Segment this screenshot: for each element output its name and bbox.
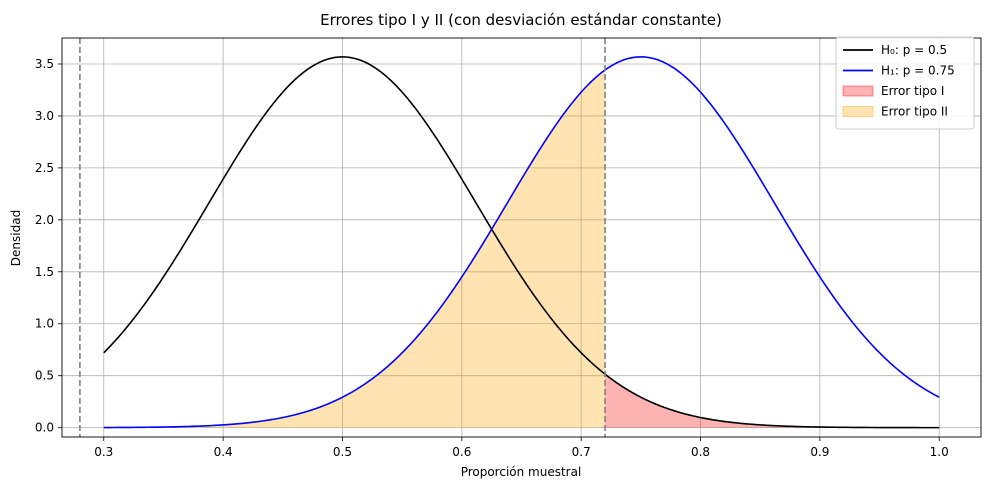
y-tick-label: 0.5 [35, 369, 54, 383]
series-line-h0 [103, 56, 940, 429]
x-tick-label: 0.6 [452, 445, 471, 459]
x-axis-label: Proporción muestral [461, 465, 582, 479]
x-tick-label: 1.0 [930, 445, 949, 459]
legend-entry-h1-label: H₁: p = 0.75 [881, 64, 955, 78]
y-tick-label: 2.0 [35, 213, 54, 227]
legend-entry-error-type-2-label: Error tipo II [881, 105, 948, 119]
x-tick-label: 0.9 [810, 445, 829, 459]
x-tick-label: 0.4 [214, 445, 233, 459]
y-tick-label: 3.0 [35, 109, 54, 123]
y-tick-label: 0.0 [35, 421, 54, 435]
area-error-type-1 [605, 374, 940, 428]
x-tick-label: 0.5 [333, 445, 352, 459]
legend-entry-error-type-1-swatch [842, 85, 874, 97]
x-tick-label: 0.8 [691, 445, 710, 459]
plot-area: 0.3 0.4 0.5 0.6 0.7 0.8 0.9 1.0 0.0 0.5 1.0 1.5 2.0 2… [35, 37, 982, 459]
x-tick-label: 0.3 [94, 445, 113, 459]
area-error-type-2 [103, 69, 606, 428]
legend-entry-error-type-2-swatch [842, 106, 874, 117]
y-axis-label: Densidad [9, 210, 23, 266]
y-tick-label: 1.5 [35, 265, 54, 279]
series-line-h1 [103, 56, 940, 429]
legend: H₀: p = 0.5 H₁: p = 0.75 Error tipo I Error… [835, 36, 975, 130]
y-tick-label: 1.0 [35, 317, 54, 331]
y-tick-label: 2.5 [35, 161, 54, 175]
chart-title: Errores tipo I y II (con desviación está… [320, 11, 722, 29]
x-tick-label: 0.7 [572, 445, 591, 459]
legend-box [835, 36, 975, 130]
y-tick-label: 3.5 [35, 57, 54, 71]
legend-entry-h0-label: H₀: p = 0.5 [881, 43, 947, 57]
legend-entry-error-type-1-label: Error tipo I [881, 84, 944, 98]
axes-frame [61, 37, 982, 438]
